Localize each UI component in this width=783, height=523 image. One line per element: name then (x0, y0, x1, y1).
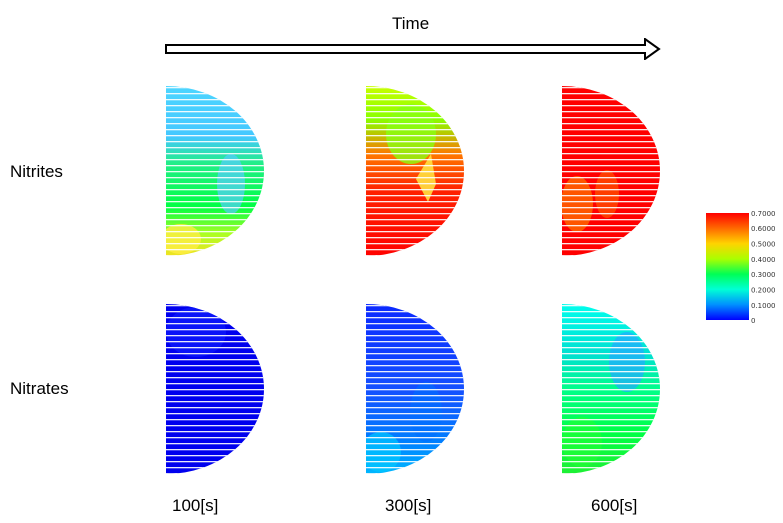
nitrates-600s-map (562, 304, 660, 474)
row-label-nitrates: Nitrates (10, 379, 69, 398)
row-label-nitrites: Nitrites (10, 162, 63, 181)
nitrites-300s-map (366, 86, 464, 256)
color-scale-gradient (706, 213, 749, 320)
time-label-600: 600[s] (591, 496, 638, 515)
nitrates-100s-map (166, 304, 264, 474)
color-scale-bar: 0.7000 0.6000 0.5000 0.4000 0.3000 0.200… (706, 210, 776, 325)
color-scale-tick: 0.5000 (751, 241, 776, 249)
nitrites-600s-map (562, 86, 660, 256)
color-scale-tick: 0 (751, 317, 755, 325)
color-scale-tick: 0.3000 (751, 271, 776, 279)
color-scale-tick: 0.1000 (751, 302, 776, 310)
color-scale-tick: 0.4000 (751, 256, 776, 264)
color-scale-tick: 0.2000 (751, 287, 776, 295)
color-scale-tick: 0.7000 (751, 210, 776, 218)
time-axis-title: Time (392, 14, 430, 33)
nitrates-300s-map (366, 304, 464, 474)
time-arrow (165, 38, 661, 60)
time-label-300: 300[s] (385, 496, 432, 515)
color-scale-tick: 0.6000 (751, 225, 776, 233)
nitrites-100s-map (166, 86, 264, 256)
time-label-100: 100[s] (172, 496, 219, 515)
